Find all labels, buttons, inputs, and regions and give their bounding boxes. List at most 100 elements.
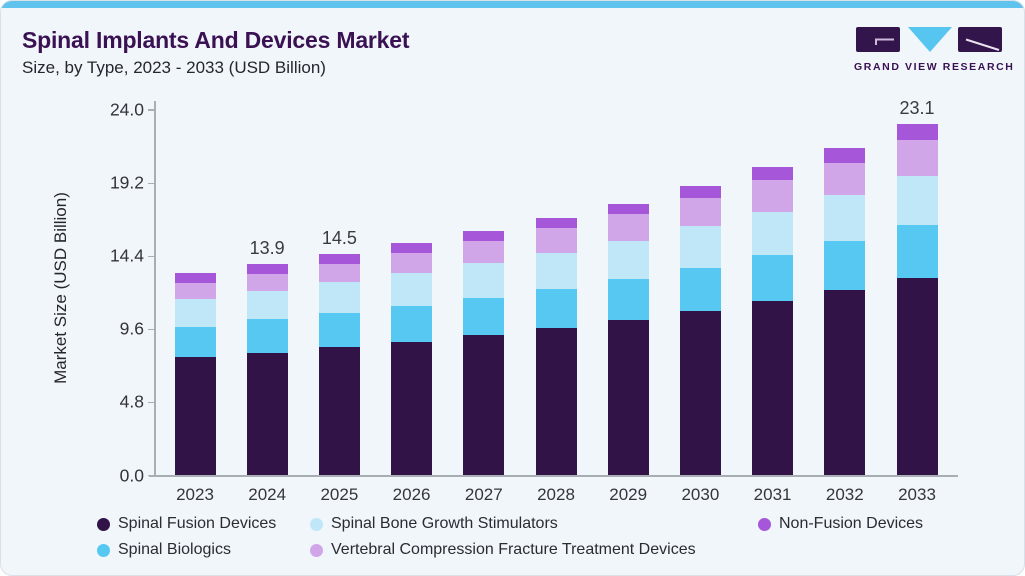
bar-segment [824,162,866,196]
y-tick-label: 19.2 [109,172,144,193]
bar-segment [463,262,505,299]
x-tick-label: 2029 [609,485,648,504]
bar-segment [318,264,360,282]
legend-label: Spinal Biologics [118,541,231,558]
bar-segment [246,291,288,320]
y-tick-mark [148,401,155,404]
legend-label: Vertebral Compression Fracture Treatment… [331,541,696,558]
y-tick-label: 0.0 [119,465,144,485]
bar-segment [607,214,649,242]
bar-segment [752,300,794,476]
bar-segment [463,241,505,263]
y-axis-label: Market Size (USD Billion) [51,192,70,384]
bar-segment [607,203,649,215]
legend-dot-icon [310,518,323,531]
bar-segment [391,273,433,307]
bar-segment [607,241,649,280]
bar-segment [246,353,288,476]
bar-total-label: 14.5 [321,228,357,249]
bar-segment [174,282,216,300]
y-tick-mark [148,109,155,111]
bar-total-label: 23.1 [899,98,935,119]
x-tick-label: 2027 [464,485,503,504]
bar-segment [679,268,721,311]
legend-label: Non-Fusion Devices [779,515,924,532]
bar-segment [752,254,794,301]
bar-segment [246,264,288,274]
bar-segment [752,167,794,181]
bar-segment [174,357,216,476]
legend-label: Spinal Bone Growth Stimulators [331,515,558,532]
bar-segment [896,224,938,278]
bar-segment [391,242,433,253]
bar-segment [246,273,288,292]
x-tick-label: 2033 [898,485,936,504]
bar-segment [391,341,433,476]
bar-segment [824,290,866,476]
y-tick-label: 9.6 [119,318,144,339]
legend-dot-icon [758,518,771,531]
bar-segment [896,277,938,476]
x-tick-label: 2024 [248,485,287,504]
bar-segment [824,241,866,291]
x-tick-label: 2032 [825,485,864,504]
y-tick-mark [148,255,155,258]
bar-segment [896,176,938,225]
x-tick-label: 2030 [681,485,720,504]
y-tick-label: 4.8 [119,391,144,412]
bar-segment [535,227,577,253]
x-tick-label: 2031 [753,485,792,504]
bar-segment [318,312,360,348]
y-tick-label: 24.0 [109,99,144,120]
bar-segment [679,186,721,198]
bar-segment [391,306,433,342]
bar-segment [824,195,866,242]
legend-dot-icon [97,544,110,557]
bar-segment [174,326,216,358]
bar-segment [679,225,721,269]
page-subtitle: Size, by Type, 2023 - 2033 (USD Billion) [22,58,326,77]
x-tick-label: 2025 [320,485,359,504]
x-tick-label: 2028 [537,485,575,504]
bar-segment [679,310,721,476]
bar-segment [535,289,577,329]
y-tick-mark [148,328,155,331]
gvr-logo: GRAND VIEW RESEARCH [854,26,1015,73]
legend-dot-icon [310,544,323,557]
bar-segment [391,252,433,274]
bar-segment [318,254,360,265]
bar-segment [463,231,505,242]
bar-segment [246,319,288,354]
bar-segment [318,347,360,476]
bar-segment [607,319,649,476]
bar-segment [463,335,505,476]
y-tick-mark [148,182,155,185]
legend-label: Spinal Fusion Devices [118,515,277,532]
bar-segment [318,281,360,313]
page-title: Spinal Implants And Devices Market [22,27,410,53]
top-accent-bar [1,1,1024,8]
bar-segment [535,252,577,290]
y-tick-label: 14.4 [109,245,144,266]
bar-segment [463,298,505,336]
bar-segment [679,197,721,226]
bar-segment [824,147,866,163]
y-tick-mark [148,474,155,477]
legend-dot-icon [97,518,110,531]
bar-segment [752,212,794,255]
x-tick-label: 2026 [392,485,431,504]
bar-segment [174,272,216,283]
y-axis-spine [154,101,156,476]
bar-segment [896,140,938,177]
x-tick-label: 2023 [176,485,214,504]
bar-segment [752,180,794,213]
bar-total-label: 13.9 [249,238,285,259]
logo-text: GRAND VIEW RESEARCH [854,61,1015,73]
bar-segment [174,299,216,327]
bar-segment [896,124,938,141]
bar-segment [607,279,649,320]
bar-segment [535,217,577,228]
gvr-logo-mark [856,27,1002,52]
x-axis-baseline [149,475,958,477]
